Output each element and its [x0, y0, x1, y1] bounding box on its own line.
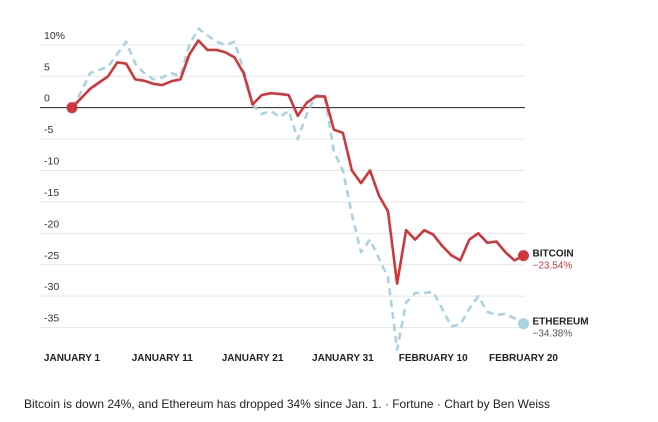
- series-line: [71, 39, 525, 285]
- end-value-label: −34.38%: [533, 329, 573, 340]
- caption: Bitcoin is down 24%, and Ethereum has dr…: [24, 397, 550, 411]
- y-tick-label: -30: [44, 281, 59, 293]
- y-tick-label: 10%: [44, 30, 65, 42]
- y-tick-label: 5: [44, 61, 50, 73]
- x-tick-label: JANUARY 31: [312, 353, 374, 364]
- series-name: ETHEREUM: [533, 317, 589, 328]
- end-value-label: −23.54%: [533, 261, 573, 272]
- x-tick-label: JANUARY 21: [222, 353, 284, 364]
- y-tick-label: -35: [44, 313, 59, 325]
- end-dot: [518, 318, 529, 330]
- start-dot: [66, 102, 78, 114]
- y-tick-label: -20: [44, 218, 59, 230]
- y-tick-label: -15: [44, 187, 59, 199]
- x-tick-label: FEBRUARY 20: [489, 353, 558, 364]
- end-dot: [518, 250, 529, 262]
- series-name: BITCOIN: [533, 249, 574, 260]
- y-tick-label: 0: [44, 93, 50, 105]
- y-tick-label: -5: [44, 124, 53, 136]
- x-tick-label: FEBRUARY 10: [399, 353, 468, 364]
- y-tick-label: -10: [44, 156, 59, 168]
- y-tick-label: -25: [44, 250, 59, 262]
- x-tick-label: JANUARY 11: [132, 353, 194, 364]
- series-line: [70, 27, 525, 351]
- x-tick-label: JANUARY 1: [44, 353, 101, 364]
